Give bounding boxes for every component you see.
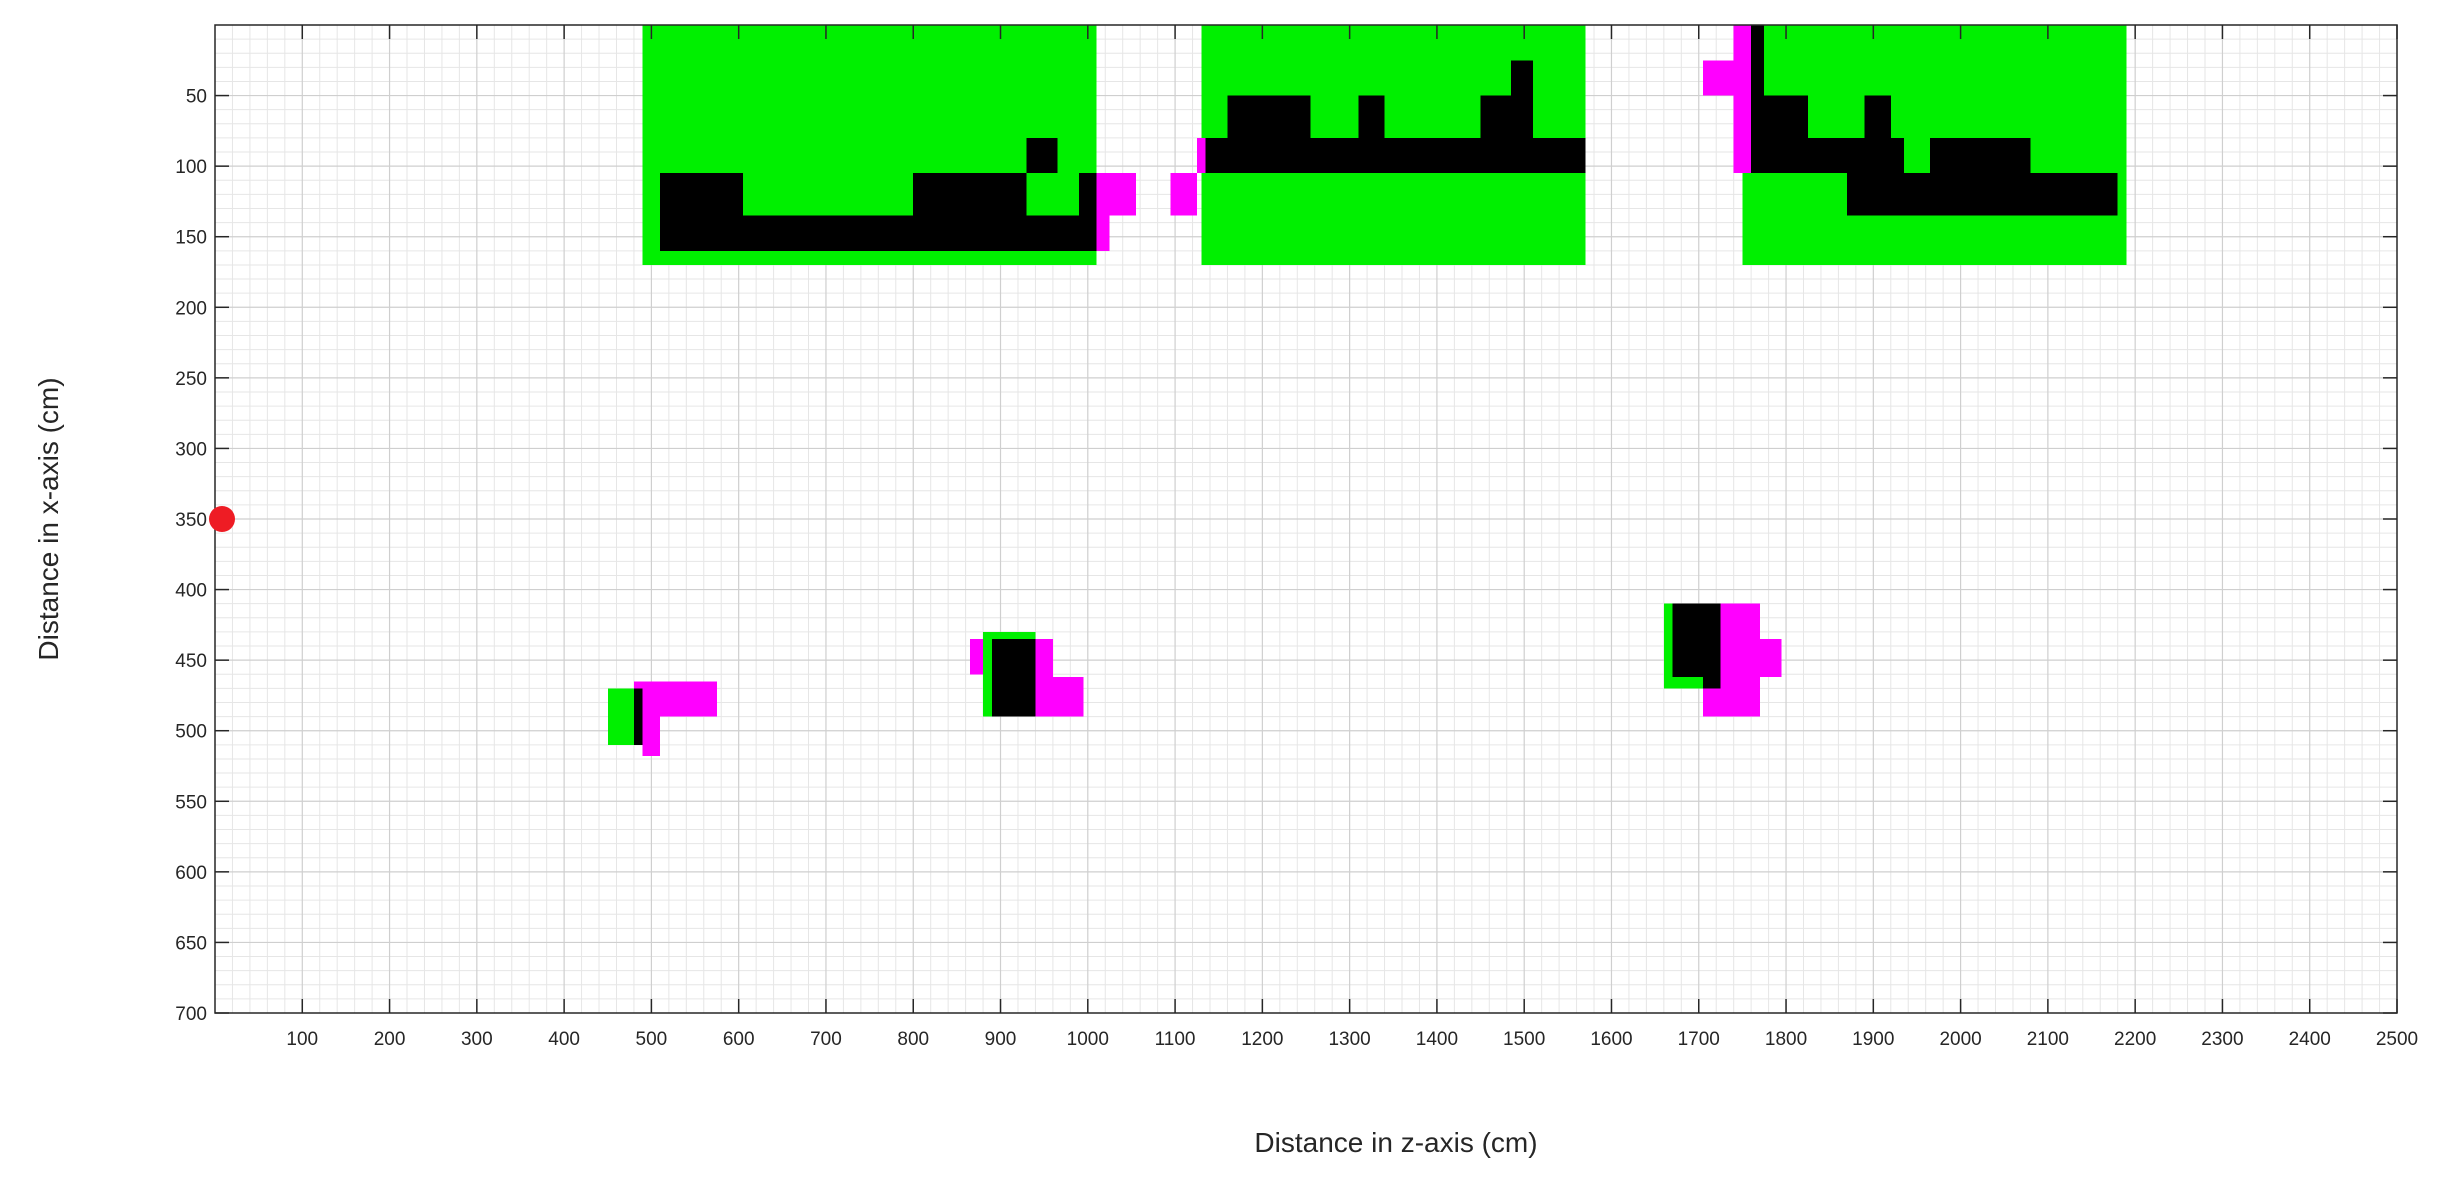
x-tick-label: 400 (548, 1029, 580, 1050)
x-axis-label: Distance in z-axis (cm) (1254, 1127, 1537, 1158)
y-tick-label: 50 (186, 87, 207, 108)
region-magenta (1733, 25, 1752, 61)
x-tick-label: 1900 (1852, 1029, 1894, 1050)
region-black (1703, 677, 1721, 689)
x-tick-label: 2200 (2114, 1029, 2156, 1050)
x-tick-label: 300 (461, 1029, 493, 1050)
x-tick-label: 1600 (1590, 1029, 1632, 1050)
x-tick-label: 2100 (2027, 1029, 2069, 1050)
region-magenta (642, 716, 661, 757)
region-magenta (1703, 60, 1752, 96)
region-magenta (633, 681, 661, 689)
region-black (1511, 60, 1533, 138)
region-black (1751, 137, 1904, 174)
region-black (660, 215, 1097, 251)
region-black (1079, 173, 1097, 216)
y-tick-label: 150 (175, 228, 207, 249)
x-tick-label: 500 (636, 1029, 668, 1050)
x-tick-label: 1800 (1765, 1029, 1807, 1050)
x-tick-label: 1000 (1067, 1029, 1109, 1050)
region-magenta (1196, 137, 1206, 174)
x-tick-label: 800 (897, 1029, 929, 1050)
x-tick-label: 600 (723, 1029, 755, 1050)
x-tick-label: 2300 (2201, 1029, 2243, 1050)
y-axis-label: Distance in x-axis (cm) (33, 377, 64, 660)
region-black (1864, 95, 1891, 138)
region-black (1672, 603, 1721, 678)
y-tick-label: 500 (175, 722, 207, 743)
region-black (1751, 25, 1765, 96)
region-black (1847, 173, 2118, 216)
region-black (1227, 95, 1311, 138)
x-tick-label: 2000 (1939, 1029, 1981, 1050)
sensor-position-marker (209, 506, 235, 532)
region-black (1358, 95, 1385, 138)
x-tick-label: 700 (810, 1029, 842, 1050)
y-tick-label: 350 (175, 510, 207, 531)
region-green (1672, 677, 1704, 689)
region-black (633, 688, 643, 745)
y-tick-label: 250 (175, 369, 207, 390)
region-magenta (1703, 688, 1721, 717)
x-tick-label: 100 (286, 1029, 318, 1050)
region-black (1205, 137, 1586, 174)
region-black (1751, 95, 1808, 138)
region-magenta (1035, 638, 1053, 717)
y-tick-label: 400 (175, 581, 207, 602)
region-green (1663, 603, 1673, 689)
y-tick-label: 450 (175, 651, 207, 672)
x-tick-label: 2400 (2289, 1029, 2331, 1050)
region-magenta (1096, 215, 1110, 251)
region-magenta (1733, 95, 1752, 174)
x-tick-label: 900 (985, 1029, 1017, 1050)
region-black (1026, 137, 1058, 174)
y-tick-label: 300 (175, 439, 207, 460)
x-tick-label: 1700 (1678, 1029, 1720, 1050)
region-magenta (1170, 173, 1197, 216)
y-tick-label: 200 (175, 298, 207, 319)
y-tick-label: 100 (175, 157, 207, 178)
region-magenta (1759, 638, 1782, 678)
region-black (991, 638, 1036, 717)
region-green (983, 631, 1036, 639)
region-magenta (969, 638, 984, 675)
y-tick-label: 600 (175, 863, 207, 884)
x-tick-label: 1500 (1503, 1029, 1545, 1050)
region-black (1480, 95, 1512, 138)
y-tick-label: 700 (175, 1004, 207, 1025)
x-axis-ticks: 100 200 300 400 500 600 700 800 900 1000 1100 1200 1… (286, 25, 2418, 1050)
x-tick-label: 1200 (1241, 1029, 1283, 1050)
region-green (607, 688, 634, 745)
x-tick-label: 1100 (1155, 1029, 1196, 1050)
region-green (983, 638, 992, 717)
region-magenta (1720, 603, 1760, 717)
y-axis-ticks: 50 100 150 200 250 300 350 400 450 500 550 600 650 70… (175, 87, 2397, 1025)
x-tick-label: 200 (374, 1029, 406, 1050)
x-tick-label: 2500 (2376, 1029, 2418, 1050)
region-black (1930, 137, 2031, 174)
occupancy-regions (607, 25, 2127, 757)
region-magenta (1052, 677, 1084, 717)
region-black (660, 173, 744, 216)
region-magenta (1096, 173, 1136, 216)
y-tick-label: 550 (175, 792, 207, 813)
x-tick-label: 1300 (1328, 1029, 1370, 1050)
x-tick-label: 1400 (1416, 1029, 1458, 1050)
region-black (913, 173, 1027, 216)
y-tick-label: 650 (175, 933, 207, 954)
